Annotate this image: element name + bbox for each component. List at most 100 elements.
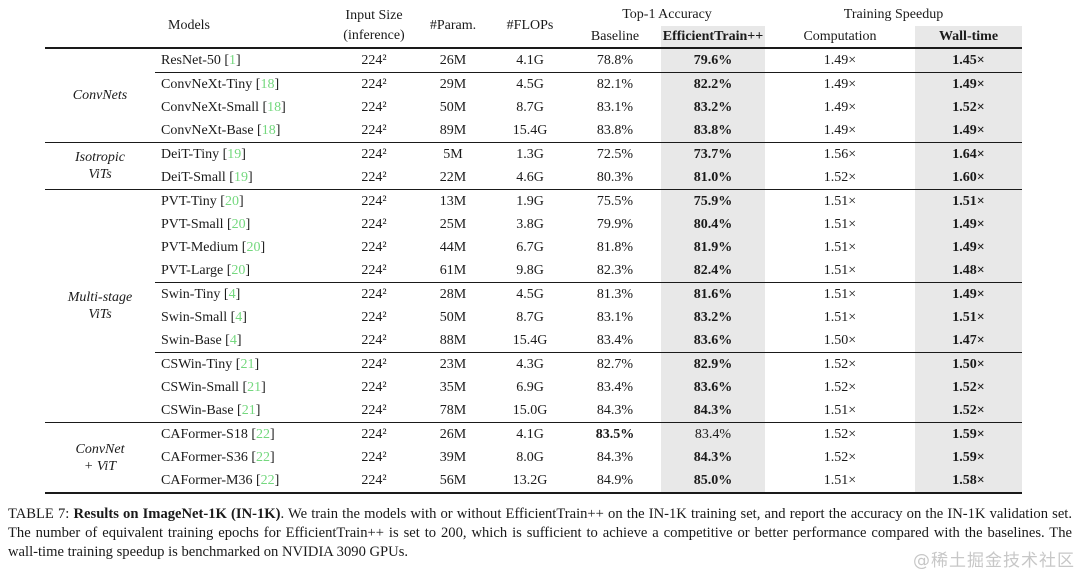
computation-speedup-cell: 1.52× <box>765 166 915 190</box>
efficienttrain-accuracy-cell: 73.7% <box>661 142 765 166</box>
citation-number: 4 <box>229 333 237 348</box>
table-row: DeiT-Small [19] 224² 22M 4.6G 80.3% 81.0% 1.52… <box>45 166 1022 190</box>
input-size-line2: (inference) <box>343 27 405 43</box>
citation-number: 20 <box>224 194 239 209</box>
computation-speedup-cell: 1.50× <box>765 329 915 353</box>
citation-number: 21 <box>247 380 262 395</box>
model-name-cell: CAFormer-M36 [22] <box>155 469 333 494</box>
table-row: PVT-Medium [20] 224² 44M 6.7G 81.8% 81.9% 1.51… <box>45 236 1022 259</box>
citation-number: 18 <box>260 77 275 92</box>
flops-cell: 15.4G <box>491 119 569 143</box>
col-header-training-speedup: Training Speedup <box>843 7 944 22</box>
model-name-cell: PVT-Small [20] <box>161 217 251 232</box>
col-header-params: #Param. <box>415 4 491 49</box>
baseline-accuracy-cell: 83.4% <box>596 380 634 395</box>
flops-cell: 3.8G <box>516 217 544 232</box>
flops-cell: 1.9G <box>516 194 544 209</box>
computation-speedup-cell: 1.51× <box>823 240 857 255</box>
input-size-cell: 224² <box>333 469 415 494</box>
group-label: Multi-stage ViTs <box>45 189 155 423</box>
params-cell: 78M <box>415 399 491 423</box>
citation-number: 20 <box>246 240 261 255</box>
model-name-cell: DeiT-Tiny [19] <box>161 147 246 162</box>
params-cell: 39M <box>439 450 467 465</box>
results-table-wrapper: Models Input Size (inference) #Param. #FL… <box>45 4 1022 494</box>
flops-cell: 4.1G <box>491 48 569 73</box>
baseline-accuracy-cell: 82.3% <box>569 259 661 283</box>
walltime-speedup-cell: 1.51× <box>915 189 1022 213</box>
computation-speedup-cell: 1.51× <box>765 259 915 283</box>
baseline-accuracy-cell: 81.3% <box>596 287 634 302</box>
citation-number: 20 <box>231 217 246 232</box>
walltime-speedup-cell: 1.52× <box>915 399 1022 423</box>
citation-number: 20 <box>231 263 246 278</box>
efficienttrain-accuracy-cell: 83.4% <box>661 422 765 446</box>
col-header-walltime: Wall-time <box>915 26 1022 49</box>
citation-number: 18 <box>261 123 276 138</box>
table-row: ConvNeXt-Base [18] 224² 89M 15.4G 83.8% 83.8%… <box>45 119 1022 143</box>
computation-speedup-cell: 1.52× <box>823 450 857 465</box>
input-size-cell: 224² <box>333 48 415 73</box>
computation-speedup-cell: 1.51× <box>765 469 915 494</box>
walltime-speedup-cell: 1.48× <box>915 259 1022 283</box>
baseline-accuracy-cell: 81.8% <box>596 240 634 255</box>
table-row: ConvNeXt-Tiny [18] 224² 29M 4.5G 82.1% 82.2% 1… <box>45 72 1022 96</box>
results-table: Models Input Size (inference) #Param. #FL… <box>45 4 1022 494</box>
citation-number: 21 <box>241 403 256 418</box>
input-size-cell: 224² <box>361 100 387 115</box>
input-size-cell: 224² <box>333 119 415 143</box>
model-name-cell: CSWin-Base [21] <box>155 399 333 423</box>
flops-cell: 4.1G <box>516 427 544 442</box>
model-name-cell: PVT-Medium [20] <box>161 240 266 255</box>
efficienttrain-accuracy-cell: 83.8% <box>661 119 765 143</box>
walltime-speedup-cell: 1.49× <box>915 213 1022 236</box>
baseline-accuracy-cell: 82.7% <box>596 357 634 372</box>
input-size-cell: 224² <box>361 380 387 395</box>
baseline-accuracy-cell: 72.5% <box>596 147 634 162</box>
computation-speedup-cell: 1.49× <box>765 119 915 143</box>
input-size-cell: 224² <box>333 329 415 353</box>
caption-prefix: TABLE 7: <box>8 506 74 522</box>
walltime-speedup-cell: 1.64× <box>915 142 1022 166</box>
input-size-cell: 224² <box>361 287 387 302</box>
params-cell: 29M <box>439 77 467 92</box>
col-header-input-size: Input Size (inference) <box>333 4 415 49</box>
walltime-speedup-cell: 1.49× <box>915 236 1022 259</box>
model-name-cell: ResNet-50 [1] <box>155 48 333 73</box>
table-row: CSWin-Base [21] 224² 78M 15.0G 84.3% 84.3% 1.5… <box>45 399 1022 423</box>
efficienttrain-accuracy-cell: 84.3% <box>661 446 765 469</box>
model-name-cell: CSWin-Small [21] <box>161 380 266 395</box>
params-cell: 50M <box>439 310 467 325</box>
table-row: CSWin-Small [21] 224² 35M 6.9G 83.4% 83.6% 1.5… <box>45 376 1022 399</box>
params-cell: 22M <box>415 166 491 190</box>
walltime-speedup-cell: 1.52× <box>915 376 1022 399</box>
watermark-text: @稀土掘金技术社区 <box>913 551 1075 571</box>
model-name-cell: CAFormer-S36 [22] <box>161 450 275 465</box>
model-name-cell: Swin-Small [4] <box>161 310 247 325</box>
efficienttrain-accuracy-cell: 83.6% <box>661 329 765 353</box>
baseline-accuracy-cell: 79.9% <box>596 217 634 232</box>
header-row-sub: Baseline EfficientTrain++ Computation Wa… <box>45 26 1022 49</box>
params-cell: 89M <box>415 119 491 143</box>
params-cell: 35M <box>439 380 467 395</box>
baseline-accuracy-cell: 83.5% <box>595 427 635 442</box>
flops-cell: 4.3G <box>516 357 544 372</box>
table-row: PVT-Small [20] 224² 25M 3.8G 79.9% 80.4% 1.51×… <box>45 213 1022 236</box>
efficienttrain-accuracy-cell: 82.2% <box>661 72 765 96</box>
table-row: PVT-Large [20] 224² 61M 9.8G 82.3% 82.4% 1.51×… <box>45 259 1022 283</box>
walltime-speedup-cell: 1.50× <box>915 352 1022 376</box>
flops-cell: 4.5G <box>516 287 544 302</box>
model-name-cell: CAFormer-S18 [22] <box>161 427 275 442</box>
citation-number: 22 <box>256 450 270 465</box>
model-name-cell: PVT-Tiny [20] <box>161 194 244 209</box>
computation-speedup-cell: 1.49× <box>765 48 915 73</box>
baseline-accuracy-cell: 84.3% <box>596 450 634 465</box>
params-cell: 50M <box>439 100 467 115</box>
walltime-speedup-cell: 1.51× <box>915 306 1022 329</box>
baseline-accuracy-cell: 84.3% <box>569 399 661 423</box>
input-size-cell: 224² <box>361 450 387 465</box>
model-name-cell: ConvNeXt-Small [18] <box>161 100 286 115</box>
input-size-cell: 224² <box>361 217 387 232</box>
walltime-speedup-cell: 1.49× <box>915 72 1022 96</box>
computation-speedup-cell: 1.51× <box>823 194 857 209</box>
